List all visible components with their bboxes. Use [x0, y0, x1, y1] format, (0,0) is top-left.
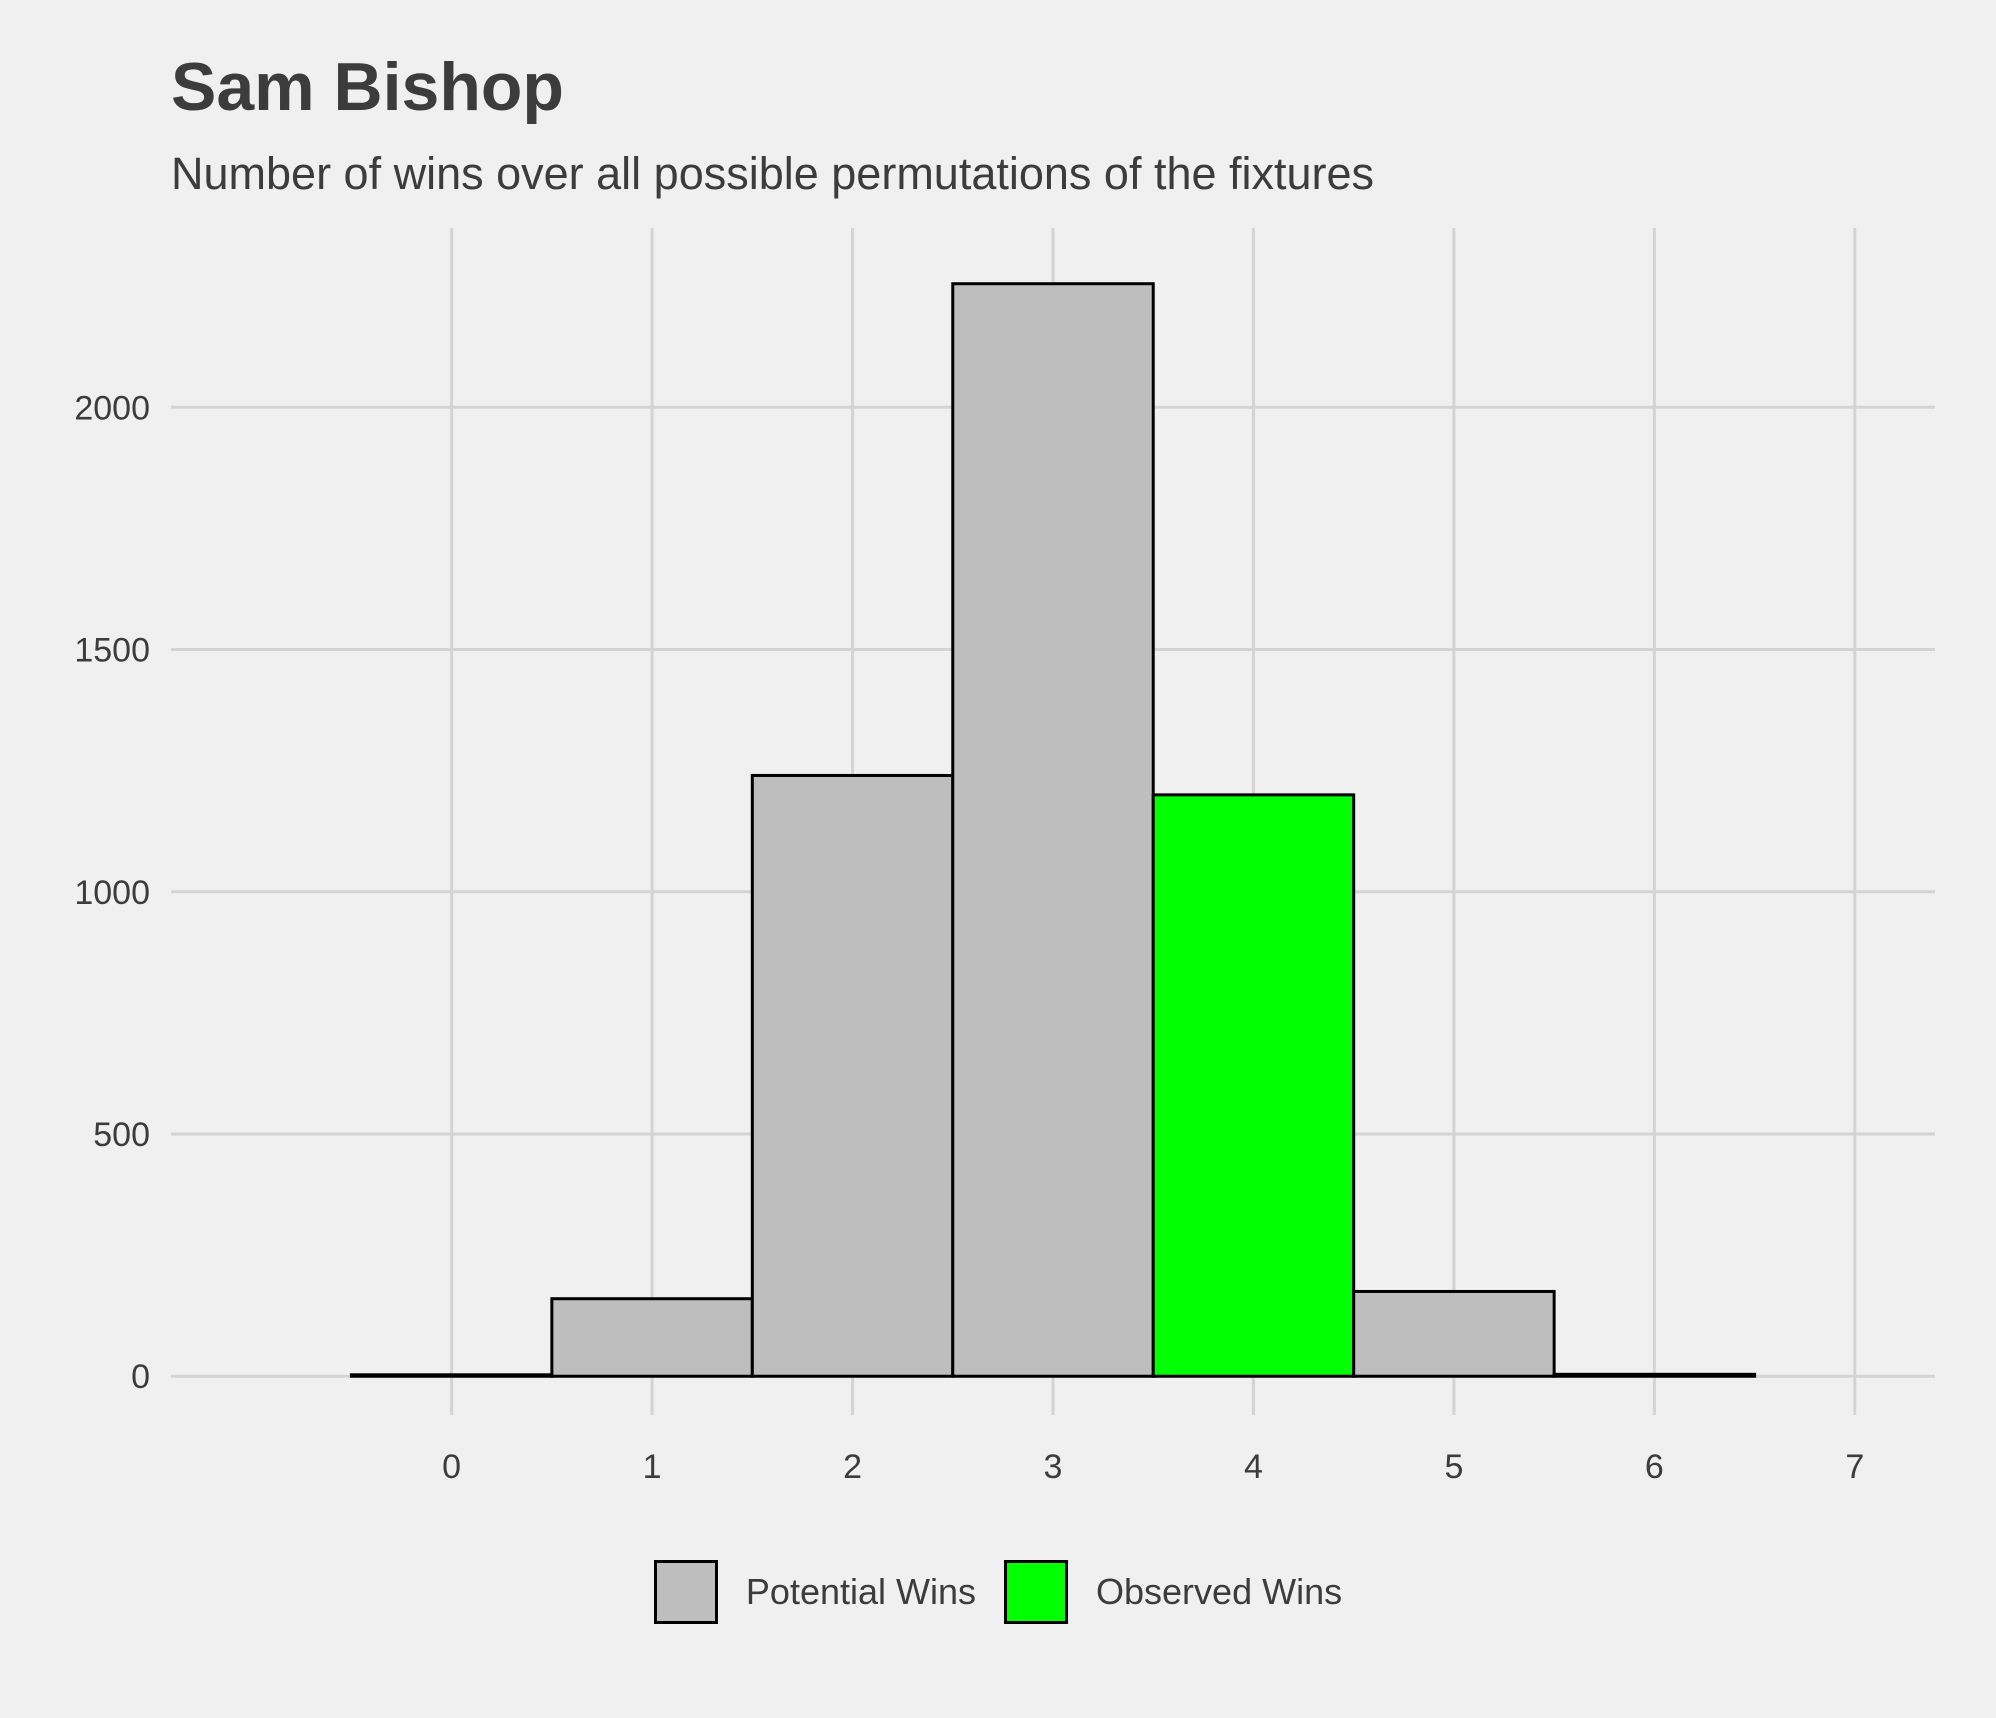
bar-4 [1151, 793, 1356, 1378]
chart-subtitle: Number of wins over all possible permuta… [171, 148, 1375, 199]
bar-2 [750, 773, 955, 1378]
y-tick-label-1500: 1500 [74, 632, 150, 670]
x-tick-label-6: 6 [1645, 1448, 1664, 1486]
bar-6 [1552, 1372, 1757, 1378]
legend-label-observed-wins: Observed Wins [1096, 1571, 1343, 1612]
legend-swatch-observed-wins [1004, 1560, 1069, 1624]
x-tick-label-4: 4 [1244, 1448, 1263, 1486]
y-tick-label-0: 0 [131, 1358, 150, 1396]
legend-swatch-potential-wins [653, 1560, 718, 1624]
x-tick-label-2: 2 [843, 1448, 862, 1486]
y-tick-label-500: 500 [93, 1116, 150, 1154]
tick-labels: 0 1 2 3 4 5 6 7 0 500 1000 1500 2000 [74, 389, 1864, 1486]
chart-title: Sam Bishop [171, 49, 564, 125]
y-tick-label-1000: 1000 [74, 874, 150, 912]
x-tick-label-5: 5 [1444, 1448, 1463, 1486]
bar-3 [951, 282, 1155, 1378]
bar-5 [1352, 1289, 1556, 1378]
bars [349, 282, 1757, 1378]
bar-0 [349, 1373, 554, 1378]
legend: Potential Wins Observed Wins [0, 1560, 1996, 1624]
legend-item-potential-wins: Potential Wins [653, 1560, 977, 1624]
bar-1 [550, 1297, 754, 1378]
legend-label-potential-wins: Potential Wins [745, 1571, 977, 1612]
x-tick-label-3: 3 [1044, 1448, 1063, 1486]
x-tick-label-0: 0 [442, 1448, 461, 1486]
x-tick-label-1: 1 [643, 1448, 662, 1486]
x-tick-label-7: 7 [1845, 1448, 1864, 1486]
y-tick-label-2000: 2000 [74, 389, 150, 427]
legend-item-observed-wins: Observed Wins [1004, 1560, 1342, 1624]
